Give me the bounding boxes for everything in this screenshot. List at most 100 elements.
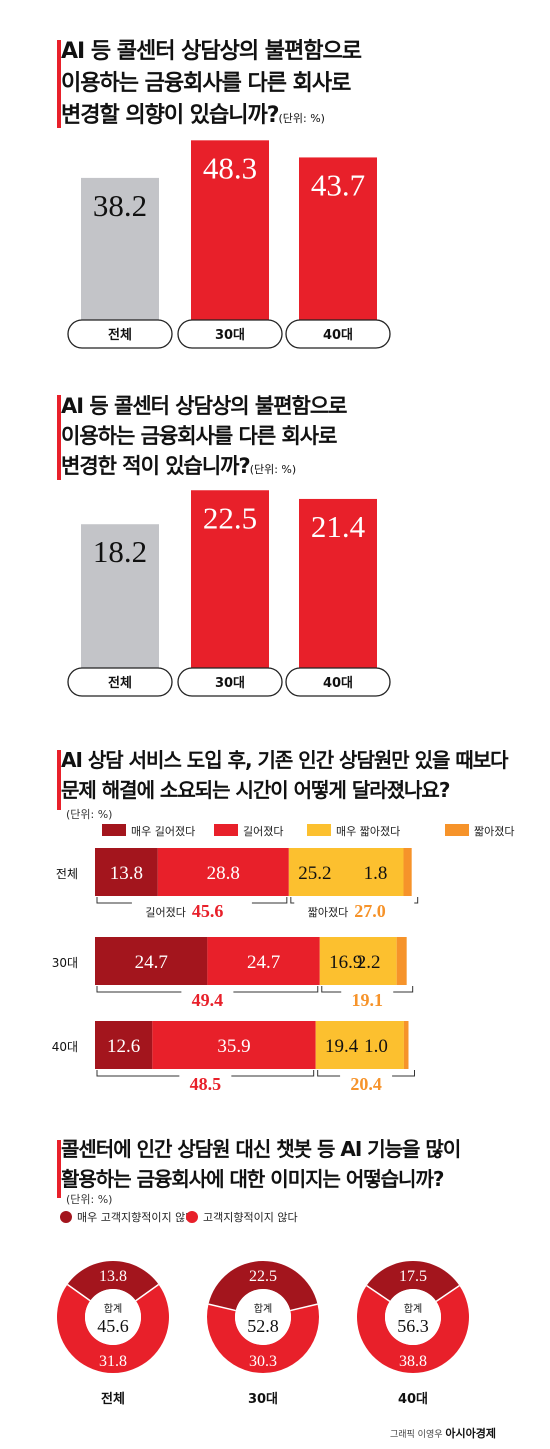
- donut-center-label: 합계: [104, 1303, 122, 1315]
- segment-value-label: 2.2: [357, 952, 381, 973]
- bracket-label-bg: [340, 1073, 393, 1093]
- stacked-segment: [95, 937, 208, 985]
- shorter-label: 짧아졌다: [308, 905, 348, 919]
- donut-divider: [66, 1283, 91, 1302]
- donut-segment: [206, 1304, 319, 1373]
- donut-total-value: 52.8: [247, 1316, 279, 1336]
- legend-swatch: [445, 824, 469, 836]
- stacked-segment: [396, 937, 407, 985]
- donut-center-label: 합계: [254, 1303, 272, 1315]
- legend-label: 매우 길어졌다: [131, 825, 195, 838]
- segment-value-label: 25.2: [298, 863, 331, 884]
- section1-unit: (단위: %): [278, 112, 325, 125]
- section2-bar: [81, 524, 159, 668]
- donut-segment: [67, 1261, 159, 1301]
- longer-total-value: 45.6: [192, 901, 224, 921]
- section1-category-pill: [285, 319, 391, 349]
- section1-value-label: 38.2: [93, 188, 147, 223]
- donut-category-label: 30대: [248, 1392, 278, 1407]
- section3-unit: (단위: %): [66, 808, 113, 821]
- donut-total-value: 45.6: [97, 1316, 129, 1336]
- legend-dot: [60, 1211, 72, 1223]
- bracket-label-bg: [179, 1073, 232, 1093]
- stacked-segment: [403, 1021, 409, 1069]
- credit-prefix: 그래픽 이영우: [389, 1430, 443, 1440]
- legend-swatch: [102, 824, 126, 836]
- section1-category-pill: [177, 319, 283, 349]
- donut-divider: [208, 1303, 236, 1312]
- donut-divider: [135, 1283, 160, 1302]
- donut-segment: [357, 1285, 469, 1373]
- stacked-segment: [95, 848, 158, 896]
- section3-title: AI 상담 서비스 도입 후, 기존 인간 상담원만 있을 때보다 문제 해결에…: [61, 745, 509, 805]
- section2-value-label: 21.4: [311, 509, 366, 544]
- stacked-segment: [315, 1021, 404, 1069]
- row-category-label: 40대: [52, 1040, 78, 1054]
- stacked-segment: [207, 937, 320, 985]
- section3-accent: [57, 750, 61, 810]
- donut-total-value: 56.3: [397, 1316, 429, 1336]
- donut-divider: [290, 1303, 318, 1312]
- section2-unit: (단위: %): [249, 463, 297, 476]
- section2-title-line1: AI 등 콜센터 상담상의 불편함으로: [61, 394, 347, 418]
- section2-category-pill: [67, 667, 173, 697]
- shorter-total-value: 19.1: [351, 990, 383, 1010]
- segment-value-label: 1.8: [364, 863, 388, 884]
- legend-label: 고객지향적이지 않다: [203, 1211, 298, 1224]
- stacked-segment: [403, 848, 412, 896]
- section1-title: AI 등 콜센터 상담상의 불편함으로 이용하는 금융회사를 다른 회사로 변경…: [61, 36, 362, 135]
- segment-value-label: 16.9: [329, 952, 362, 973]
- section2-title-line2: 이용하는 금융회사를 다른 회사로: [61, 424, 337, 448]
- section4-donut-chart: 매우 고객지향적이지 않다 고객지향적이지 않다13.831.8합계45.6전체2…: [57, 1211, 469, 1407]
- shorter-total-value: 27.0: [354, 901, 386, 921]
- row-category-label: 전체: [56, 867, 78, 881]
- longer-total-value: 48.5: [190, 1074, 222, 1094]
- donut-category-label: 전체: [101, 1391, 125, 1407]
- donut-value-label: 22.5: [249, 1268, 277, 1285]
- bracket-label-bg: [294, 900, 415, 920]
- section4-title-line1: 콜센터에 인간 상담원 대신 챗봇 등 AI 기능을 많이: [61, 1137, 461, 1161]
- donut-segment: [366, 1261, 460, 1302]
- section1-category-pill: [67, 319, 173, 349]
- section1-title-line2: 이용하는 금융회사를 다른 회사로: [61, 71, 351, 96]
- section4-unit: (단위: %): [66, 1193, 113, 1206]
- section1-value-label: 43.7: [311, 167, 365, 202]
- donut-hole: [85, 1289, 141, 1345]
- legend-dot: [186, 1211, 198, 1223]
- stacked-segment: [319, 937, 397, 985]
- segment-value-label: 13.8: [110, 863, 143, 884]
- section3-title-line1: AI 상담 서비스 도입 후, 기존 인간 상담원만 있을 때보다: [61, 748, 509, 772]
- section2-category-label: 전체: [108, 675, 132, 691]
- donut-segment: [208, 1261, 318, 1311]
- section2-bar-chart: 18.2 전체 22.5 30대 21.4 40대: [67, 490, 391, 697]
- donut-category-label: 40대: [398, 1392, 428, 1407]
- stacked-segment: [157, 848, 289, 896]
- section2-value-label: 18.2: [93, 534, 147, 569]
- credit-brand: 아시아경제: [445, 1427, 496, 1440]
- section2-category-pill: [285, 667, 391, 697]
- donut-hole: [235, 1289, 291, 1345]
- donut-value-label: 38.8: [399, 1353, 427, 1370]
- section1-category-label: 전체: [108, 327, 132, 343]
- donut-value-label: 17.5: [399, 1268, 427, 1285]
- segment-value-label: 28.8: [207, 863, 240, 884]
- section1-bar: [299, 157, 377, 320]
- section2-category-label: 30대: [215, 676, 245, 691]
- legend-label: 매우 고객지향적이지 않다: [77, 1211, 195, 1224]
- longer-total-value: 49.4: [192, 990, 224, 1010]
- section2-title-line3: 변경한 적이 있습니까?: [61, 454, 251, 478]
- legend-swatch: [307, 824, 331, 836]
- legend-label: 길어졌다: [243, 825, 283, 838]
- section1-accent: [57, 40, 61, 128]
- section1-category-label: 30대: [215, 328, 245, 343]
- shorter-total-value: 20.4: [350, 1074, 382, 1094]
- longer-label: 길어졌다: [145, 906, 185, 919]
- section1-bar: [191, 140, 269, 320]
- section2-bar: [299, 498, 377, 668]
- section1-bar: [81, 177, 159, 320]
- stacked-segment: [152, 1021, 316, 1069]
- donut-divider: [435, 1285, 460, 1302]
- section2-accent: [57, 395, 61, 480]
- legend-label: 짧아졌다: [474, 824, 514, 838]
